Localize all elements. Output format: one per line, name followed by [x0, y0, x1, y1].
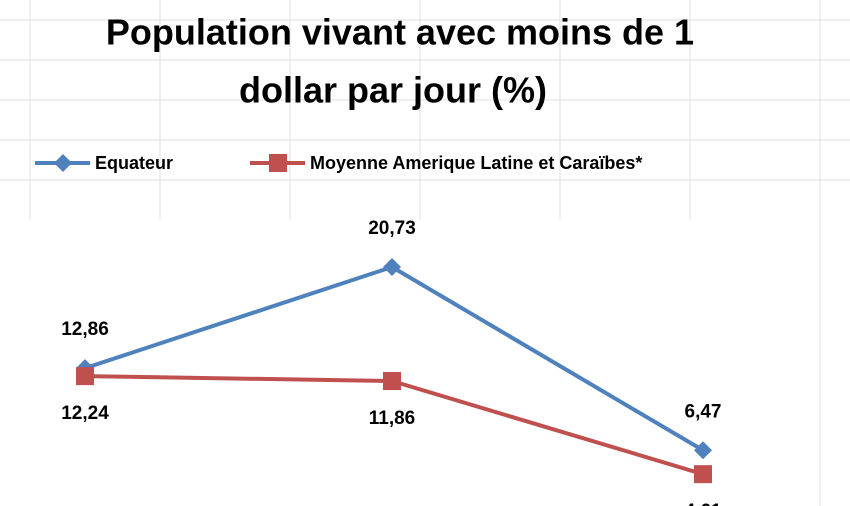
- marker: [269, 154, 287, 172]
- chart-title: Population vivant avec moins de 1: [106, 12, 694, 53]
- data-label: 11,86: [369, 408, 416, 429]
- marker: [76, 367, 94, 386]
- chart-title: dollar par jour (%): [239, 70, 547, 111]
- data-label: 12,24: [61, 403, 109, 424]
- data-label: 6,47: [685, 401, 722, 422]
- marker: [694, 441, 712, 460]
- legend-label: Equateur: [95, 153, 173, 173]
- data-label: 12,86: [61, 319, 109, 340]
- marker: [54, 154, 72, 172]
- marker: [383, 258, 401, 277]
- marker: [383, 371, 401, 390]
- data-label: 4,61: [685, 501, 722, 506]
- data-label: 20,73: [368, 218, 416, 239]
- legend-label: Moyenne Amerique Latine et Caraïbes*: [310, 153, 642, 173]
- marker: [694, 465, 712, 484]
